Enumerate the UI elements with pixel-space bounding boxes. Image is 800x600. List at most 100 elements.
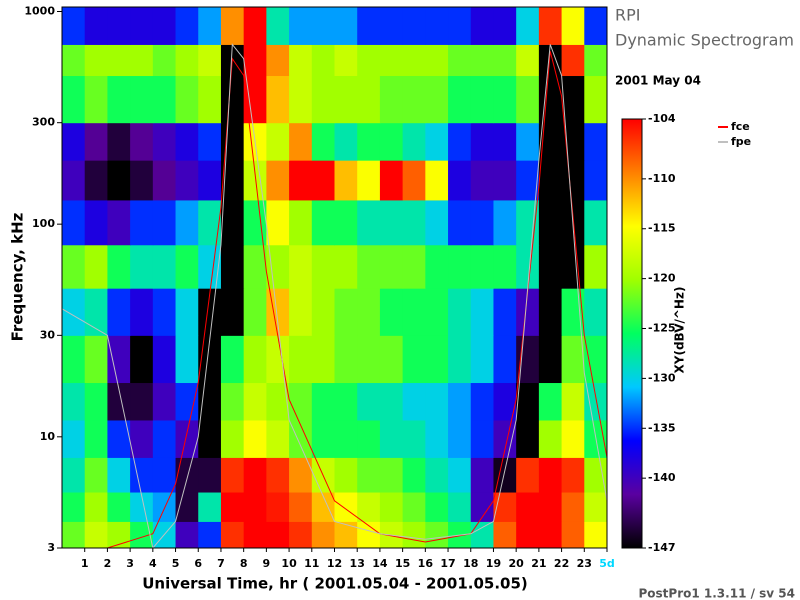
cell [220, 199, 245, 246]
cell [152, 419, 177, 458]
cell [402, 521, 426, 548]
cell [584, 382, 607, 421]
cell [107, 244, 131, 289]
cell [152, 44, 177, 77]
cell [266, 44, 290, 77]
cell [107, 122, 131, 161]
cell [516, 419, 540, 458]
cell [470, 419, 494, 458]
colorbar-tick-label: -135 [648, 421, 676, 434]
cell [584, 492, 607, 522]
cell [84, 521, 108, 548]
cell [538, 199, 563, 246]
x-tick-label: 3 [126, 557, 134, 570]
cell [493, 457, 517, 493]
cell [84, 335, 108, 384]
cell [130, 244, 154, 289]
cell [62, 122, 86, 161]
cell [107, 75, 131, 124]
cell [198, 160, 222, 201]
colorbar-label: XY(dBV/^Hz) [673, 287, 687, 374]
cell [470, 122, 494, 161]
cell [538, 122, 563, 161]
cell [130, 160, 154, 201]
cell [470, 44, 494, 77]
cell [220, 492, 245, 522]
cell [379, 382, 404, 421]
cell [62, 457, 86, 493]
cell [402, 244, 426, 289]
cell [198, 244, 222, 289]
cell [357, 492, 381, 522]
cell [152, 335, 177, 384]
cell [334, 335, 358, 384]
cell [175, 382, 199, 421]
cell [220, 122, 245, 161]
colorbar-tick-label: -147 [648, 541, 676, 554]
cell [379, 160, 404, 201]
cell [62, 44, 86, 77]
cell [402, 122, 426, 161]
cell [198, 382, 222, 421]
cell [243, 288, 267, 336]
cell [289, 75, 313, 124]
cell [470, 160, 494, 201]
cell [334, 122, 358, 161]
cell [220, 244, 245, 289]
cell [220, 75, 245, 124]
y-tick-label: 3 [47, 541, 55, 554]
cell [538, 492, 563, 522]
cell [107, 335, 131, 384]
cell [561, 335, 585, 384]
cell [243, 419, 267, 458]
cell [220, 160, 245, 201]
colorbar-tick-label: -120 [648, 272, 676, 285]
cell [334, 75, 358, 124]
cell [107, 521, 131, 548]
cell [402, 419, 426, 458]
cell [493, 492, 517, 522]
cell [311, 122, 335, 161]
cell [130, 199, 154, 246]
cell [538, 335, 563, 384]
cell [243, 199, 267, 246]
x-tick-label: 16 [418, 557, 434, 570]
cell [107, 457, 131, 493]
cell [334, 382, 358, 421]
x-tick-label: 12 [327, 557, 342, 570]
cell [311, 75, 335, 124]
cell [266, 457, 290, 493]
cell [493, 521, 517, 548]
cell [152, 288, 177, 336]
cell [425, 44, 449, 77]
cell [493, 160, 517, 201]
spectrogram [62, 7, 607, 548]
plasma-lines [62, 43, 607, 548]
x-tick-label: 5 [172, 557, 180, 570]
cell [538, 244, 563, 289]
cell [516, 75, 540, 124]
cell [448, 160, 472, 201]
cell [584, 288, 607, 336]
x-tick-label: 21 [531, 557, 546, 570]
cell [470, 288, 494, 336]
cell [175, 122, 199, 161]
colorbar-tick-label: -140 [648, 471, 676, 484]
cell [289, 521, 313, 548]
cell [538, 44, 563, 77]
cell [243, 457, 267, 493]
cell [198, 122, 222, 161]
cell [448, 122, 472, 161]
y-tick-label: 10 [40, 430, 56, 443]
cell [334, 244, 358, 289]
cell [62, 521, 86, 548]
cell [448, 244, 472, 289]
x-tick-label: 6 [194, 557, 202, 570]
legend-label: fpe [731, 135, 751, 148]
cell [584, 521, 607, 548]
y-tick-label: 1000 [24, 5, 55, 18]
cell [448, 382, 472, 421]
x-tick-label: 2 [104, 557, 112, 570]
cell [130, 521, 154, 548]
cell [266, 288, 290, 336]
